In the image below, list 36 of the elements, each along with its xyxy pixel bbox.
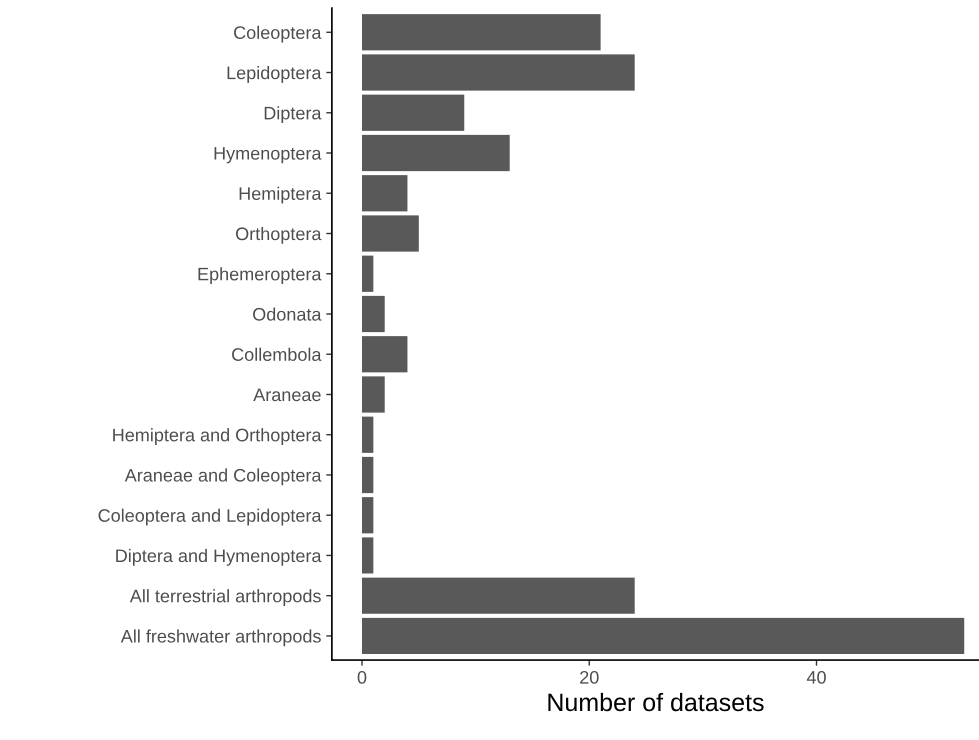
- y-tick-label: Lepidoptera: [228, 66, 322, 83]
- bar: [362, 175, 408, 212]
- y-tick-label: Araneae: [253, 388, 321, 402]
- x-tick-label: 0: [358, 670, 366, 684]
- x-axis-title: Number of datasets: [548, 692, 764, 712]
- bar: [362, 537, 374, 574]
- y-tick-label: Collembola: [232, 348, 322, 361]
- y-tick-label: Coleoptera and Lepidoptera: [98, 508, 322, 526]
- x-tick-label: 40: [806, 670, 826, 684]
- y-tick-label: Coleoptera: [234, 26, 322, 43]
- y-tick-label: Diptera and Hymenoptera: [116, 548, 322, 566]
- bar: [362, 215, 419, 252]
- y-tick-label: All freshwater arthropods: [120, 629, 321, 646]
- bar: [362, 618, 964, 654]
- y-tick-label: Hemiptera and Orthoptera: [113, 428, 322, 446]
- y-tick-label: Ephemeroptera: [198, 267, 322, 284]
- y-tick-label: Odonata: [253, 307, 322, 321]
- y-tick-label: Araneae and Coleoptera: [124, 468, 322, 486]
- bar: [362, 296, 385, 332]
- bar: [362, 578, 635, 614]
- bar: [362, 94, 464, 131]
- bar: [362, 336, 408, 372]
- bar: [362, 497, 374, 534]
- y-tick-label: Hemiptera: [240, 186, 322, 204]
- y-tick-label: All terrestrial arthropods: [130, 589, 321, 606]
- bar: [362, 54, 635, 91]
- y-tick-label: Diptera: [264, 106, 322, 124]
- bar: [362, 456, 374, 494]
- bar: [362, 256, 374, 292]
- bar: [362, 134, 510, 172]
- y-tick-label: Hymenoptera: [214, 147, 322, 164]
- bar: [362, 416, 374, 453]
- y-tick-label: Orthoptera: [236, 226, 322, 244]
- bar: [362, 376, 385, 413]
- bar: [362, 14, 601, 50]
- x-tick-label: 20: [580, 670, 599, 684]
